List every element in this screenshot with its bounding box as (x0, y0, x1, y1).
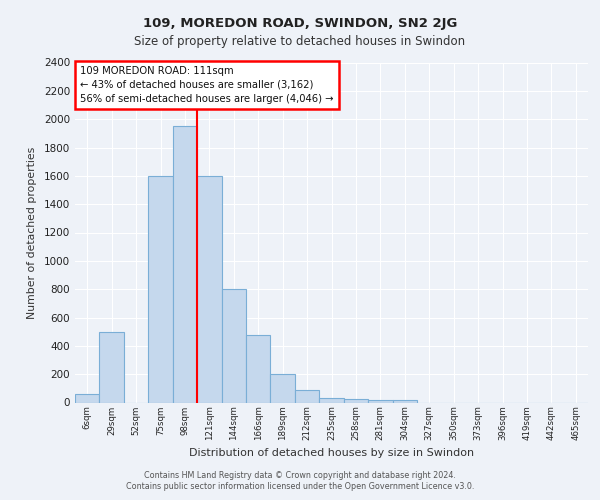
Bar (344, 399, 368, 402)
Bar (197, 176, 221, 402)
Text: Contains public sector information licensed under the Open Government Licence v3: Contains public sector information licen… (126, 482, 474, 491)
Text: 109, MOREDON ROAD, SWINDON, SN2 2JG: 109, MOREDON ROAD, SWINDON, SN2 2JG (143, 18, 457, 30)
Y-axis label: Number of detached properties: Number of detached properties (27, 146, 37, 318)
Text: Size of property relative to detached houses in Swindon: Size of property relative to detached ho… (134, 35, 466, 48)
Text: 109 MOREDON ROAD: 111sqm
← 43% of detached houses are smaller (3,162)
56% of sem: 109 MOREDON ROAD: 111sqm ← 43% of detach… (80, 66, 334, 104)
Bar (295, 390, 319, 402)
Bar (75, 394, 100, 402)
X-axis label: Distribution of detached houses by size in Swindon: Distribution of detached houses by size … (189, 448, 474, 458)
Text: Contains HM Land Registry data © Crown copyright and database right 2024.: Contains HM Land Registry data © Crown c… (144, 471, 456, 480)
Bar (173, 126, 197, 402)
Bar (100, 332, 124, 402)
Bar (319, 398, 344, 402)
Bar (392, 400, 417, 402)
Bar (246, 334, 271, 402)
Bar (221, 289, 246, 403)
Bar (271, 374, 295, 402)
Bar (368, 400, 392, 402)
Bar (148, 176, 173, 402)
